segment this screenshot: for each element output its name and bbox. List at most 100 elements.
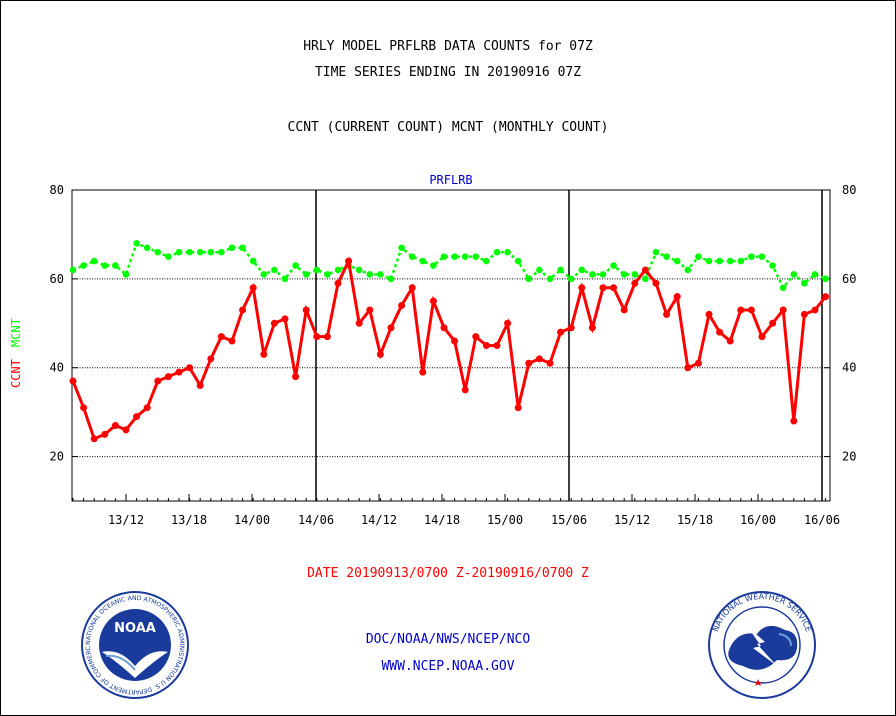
series-ccnt-point [557, 328, 565, 336]
chart-subtitle: PRFLRB [429, 173, 472, 187]
series-mcnt-point [811, 271, 819, 278]
series-mcnt-point [260, 271, 268, 278]
plot-frame [71, 189, 831, 502]
series-mcnt-point [165, 253, 172, 260]
series-mcnt-point [726, 257, 734, 265]
series-ccnt-point [726, 337, 734, 345]
y-tick-label-right: 40 [842, 361, 856, 375]
footer-url[interactable]: WWW.NCEP.NOAA.GOV [381, 659, 515, 674]
series-mcnt-point [578, 266, 586, 274]
series-mcnt-point [239, 244, 246, 252]
series-ccnt-point [345, 257, 353, 265]
series-ccnt-point [694, 359, 702, 367]
series-ccnt-point [472, 333, 480, 341]
series-ccnt-point [822, 293, 830, 301]
series-ccnt-point [737, 306, 745, 314]
y-tick-label-left: 60 [50, 272, 64, 286]
series-mcnt-point [366, 271, 374, 278]
series-mcnt-point [398, 244, 405, 252]
y-tick-label-right: 60 [842, 272, 856, 286]
series-mcnt-point [313, 266, 321, 274]
series-ccnt-point [747, 306, 755, 314]
y-tick-label-left: 80 [50, 183, 64, 197]
series-ccnt-point [429, 297, 437, 305]
series-ccnt-point [514, 404, 522, 412]
series-ccnt-point [334, 279, 342, 287]
y-axis-label-mcnt: MCNT [9, 318, 23, 347]
series-ccnt-point [504, 319, 512, 327]
series-ccnt-point [567, 324, 575, 332]
y-axis-label: CCNT MCNT [9, 318, 23, 388]
series-ccnt-point [249, 284, 257, 292]
series-ccnt-point [408, 284, 416, 292]
series-mcnt-point [748, 253, 755, 260]
series-mcnt-point [652, 248, 660, 256]
series-ccnt-point [800, 310, 808, 318]
series-ccnt-point [302, 306, 310, 314]
series-ccnt-point [620, 306, 628, 314]
x-tick-label: 14/18 [424, 513, 460, 527]
series-ccnt-point [525, 359, 533, 367]
x-tick-label: 15/12 [614, 513, 650, 527]
series-mcnt-point [769, 262, 776, 269]
series-ccnt-point [186, 364, 194, 372]
series-mcnt-point [302, 271, 310, 278]
series-mcnt-point [196, 248, 204, 256]
series-mcnt-point [228, 244, 236, 252]
series-ccnt-point [779, 306, 787, 314]
series-mcnt-point [218, 248, 225, 256]
series-mcnt-point [324, 271, 331, 278]
series-ccnt-point [716, 328, 724, 336]
series-mcnt-point [610, 262, 617, 269]
series-mcnt-point [112, 262, 119, 269]
chart-title-line1: HRLY MODEL PRFLRB DATA COUNTS for 07Z [303, 39, 593, 54]
series-mcnt-point [695, 253, 702, 260]
series-mcnt-point [483, 257, 490, 265]
series-ccnt-point [451, 337, 459, 345]
series-mcnt-point [705, 257, 713, 265]
chart-title-line3: CCNT (CURRENT COUNT) MCNT (MONTHLY COUNT… [287, 120, 609, 135]
series-mcnt-point [567, 275, 575, 283]
y-tick-label-right: 80 [842, 183, 856, 197]
series-mcnt-point [673, 257, 681, 265]
series-ccnt-point [217, 333, 225, 341]
x-tick-label: 13/18 [171, 513, 207, 527]
x-tick-label: 16/00 [740, 513, 776, 527]
series-mcnt-point [684, 266, 692, 274]
series-ccnt-point [652, 279, 660, 287]
series-mcnt-point [451, 253, 458, 260]
series-mcnt-point [790, 271, 798, 278]
x-tick-label: 14/00 [234, 513, 270, 527]
series-mcnt-point [440, 253, 448, 260]
x-tick-label: 14/12 [361, 513, 397, 527]
series-mcnt-point [536, 266, 543, 274]
x-axis-date-label: DATE 20190913/0700 Z-20190916/0700 Z [307, 566, 589, 581]
series-mcnt-point [493, 248, 501, 256]
footer-agency: DOC/NOAA/NWS/NCEP/NCO [365, 632, 531, 647]
series-ccnt-point [769, 319, 777, 327]
series-ccnt-point [69, 377, 77, 385]
series-mcnt-point [387, 275, 395, 283]
series-mcnt-point [69, 266, 77, 274]
series-mcnt-point [122, 271, 130, 278]
series-mcnt-point [154, 248, 162, 256]
series-mcnt-point [408, 253, 416, 260]
series-ccnt-point [143, 404, 151, 412]
series-mcnt-point [642, 275, 649, 283]
series-mcnt-point [504, 248, 511, 256]
series-mcnt-point [557, 266, 564, 274]
series-mcnt-point [514, 257, 522, 265]
series-mcnt-point [133, 240, 140, 247]
series-mcnt-point [249, 257, 257, 265]
series-ccnt-point [355, 319, 363, 327]
series-ccnt-point [133, 413, 141, 421]
x-tick-label: 16/06 [804, 513, 840, 527]
series-ccnt-point [80, 404, 88, 412]
series-ccnt-point [482, 342, 490, 349]
series-ccnt-point [366, 306, 374, 314]
series-mcnt-line [72, 241, 827, 291]
series-ccnt-point [196, 381, 204, 389]
y-tick-label-left: 40 [50, 361, 64, 375]
series-mcnt-point [101, 262, 109, 269]
